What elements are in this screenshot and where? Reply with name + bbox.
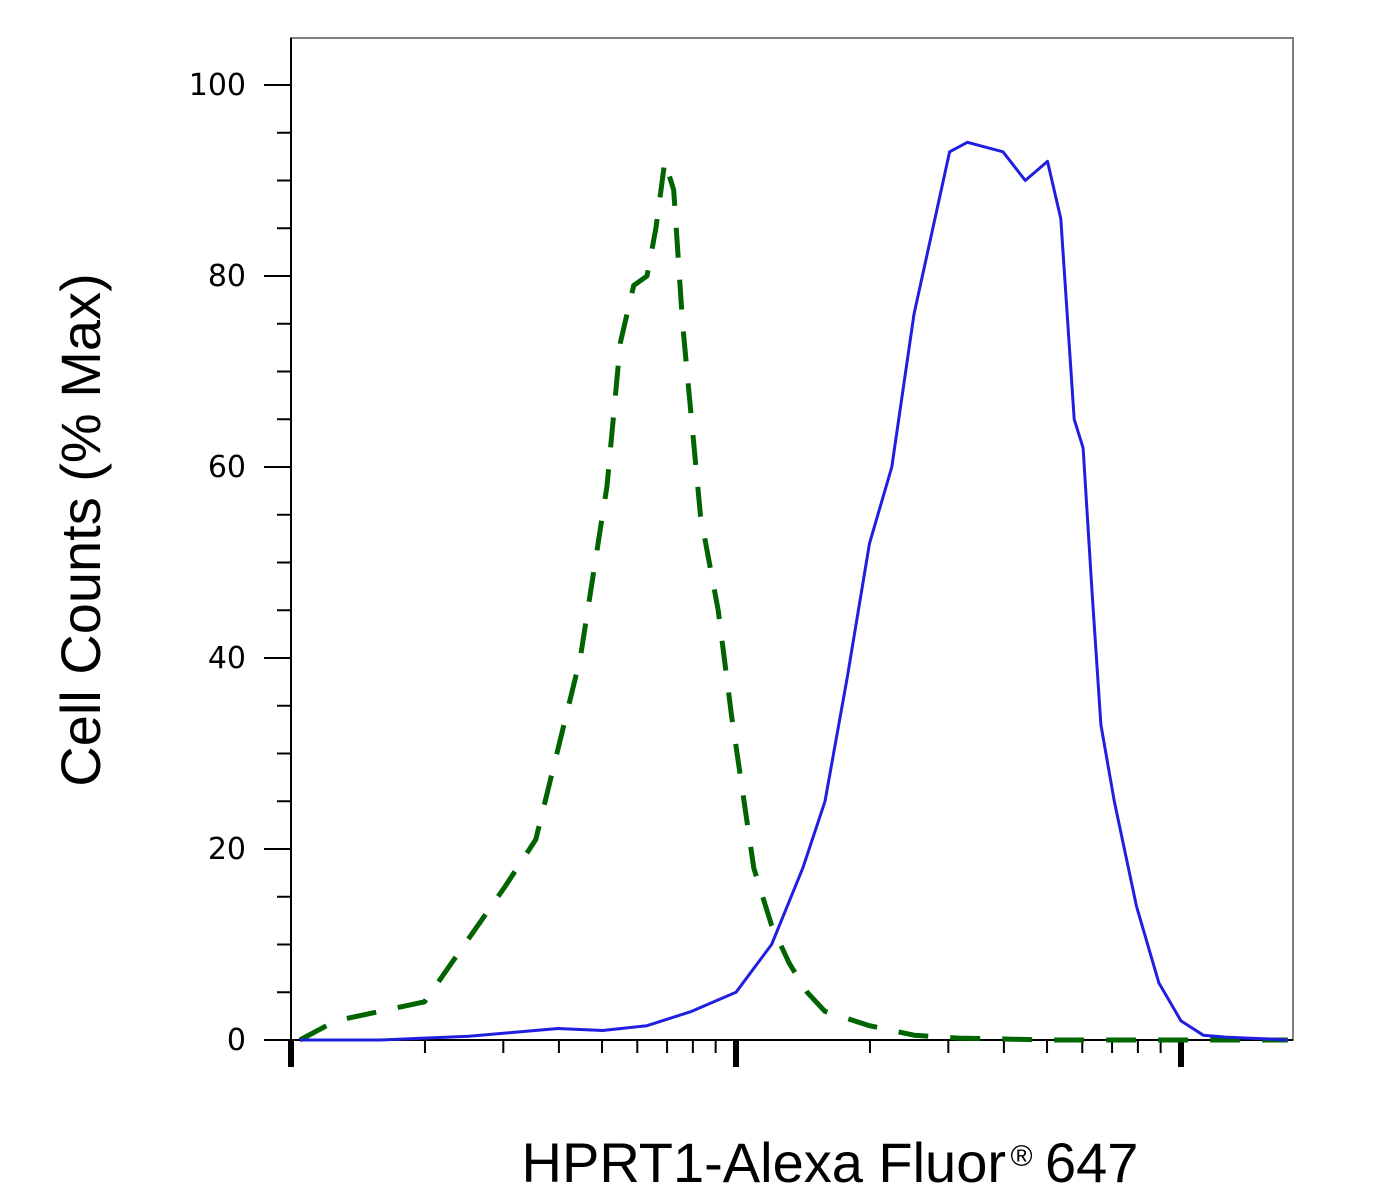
series-solid-line	[299, 140, 1288, 1042]
y-tick-label: 80	[208, 259, 246, 294]
y-tick-label: 60	[208, 450, 246, 485]
plot-frame	[290, 37, 1294, 1041]
x-axis-title-main: HPRT1-Alexa Fluor	[522, 1131, 1006, 1194]
y-tick-label: 0	[227, 1023, 246, 1058]
series-dashed-line	[298, 158, 1288, 1043]
x-axis-title-mark: ®	[1010, 1140, 1032, 1173]
series-layer	[298, 140, 1288, 1043]
y-tick-label: 100	[189, 68, 246, 103]
x-axis-title: HPRT1-Alexa Fluor ® 647	[522, 1131, 1139, 1194]
y-axis-ticks: 0 20 40 60 80 100	[189, 68, 291, 1058]
x-axis-title-suffix: 647	[1045, 1131, 1138, 1194]
y-tick-label: 40	[208, 641, 246, 676]
y-axis-title: Cell Counts (% Max)	[49, 273, 112, 786]
y-tick-label: 20	[208, 832, 246, 867]
x-axis-ticks	[288, 1040, 1184, 1067]
